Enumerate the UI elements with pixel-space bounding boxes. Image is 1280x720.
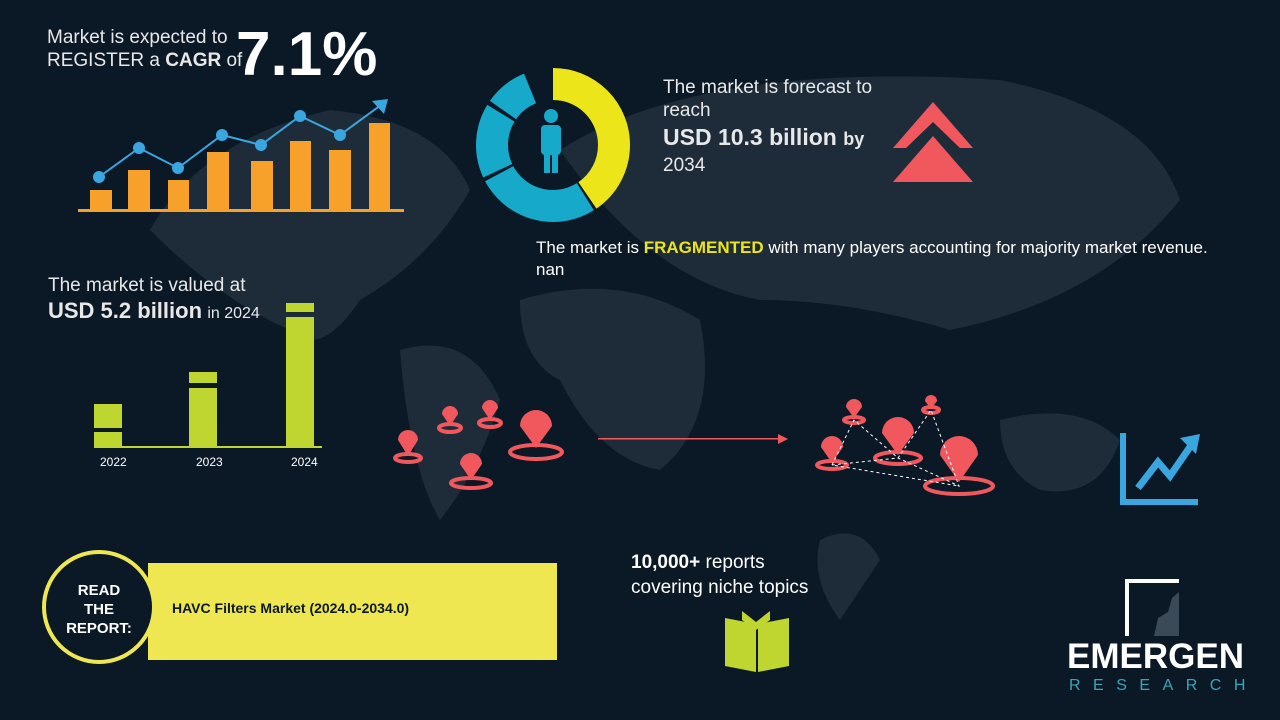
bar xyxy=(207,152,229,210)
read-report-button[interactable]: READ THE REPORT: xyxy=(42,550,156,664)
bar xyxy=(369,123,390,210)
report-banner[interactable] xyxy=(148,563,557,660)
cagr-value: 7.1% xyxy=(236,20,378,89)
bar xyxy=(290,141,311,210)
forecast-by: by xyxy=(843,129,865,149)
read-l3: REPORT: xyxy=(66,620,132,637)
reports-text: 10,000+ reports covering niche topics xyxy=(631,550,808,600)
valued-post: in 2024 xyxy=(207,305,260,322)
reports-line2: covering niche topics xyxy=(631,577,809,598)
forecast-amount: USD 10.3 billion xyxy=(663,124,837,150)
logo-sub: RESEARCH xyxy=(1069,677,1258,694)
bar-2024 xyxy=(286,303,314,312)
fragmented-pre: The market is xyxy=(536,238,644,257)
logo-name: EMERGEN xyxy=(1067,637,1244,676)
cagr-bold: CAGR xyxy=(165,50,222,71)
bar-2023 xyxy=(189,372,217,383)
cagr-text: Market is expected to REGISTER a CAGR of xyxy=(47,26,242,72)
bar xyxy=(329,150,351,210)
cagr-pre: REGISTER a xyxy=(47,50,166,71)
chevron-up-icon xyxy=(893,102,973,182)
reports-line1: reports xyxy=(700,552,765,573)
donut-person-icon xyxy=(476,68,630,222)
bar xyxy=(168,180,189,210)
bar-2022 xyxy=(94,404,122,428)
valued-line1: The market is valued at xyxy=(48,275,246,296)
read-l1: READ xyxy=(77,582,121,599)
growth-chart-icon xyxy=(78,99,404,212)
fragmented-text: The market is FRAGMENTED with many playe… xyxy=(536,237,1216,281)
reports-count: 10,000+ xyxy=(631,552,701,573)
bar xyxy=(128,170,150,210)
valued-text: The market is valued at USD 5.2 billion … xyxy=(48,274,260,325)
cagr-post: of xyxy=(221,50,243,71)
read-l2: THE xyxy=(84,601,114,618)
year-label: 2022 xyxy=(100,455,127,469)
forecast-line1: The market is forecast to xyxy=(663,77,873,98)
report-title[interactable]: HAVC Filters Market (2024.0-2034.0) xyxy=(172,600,410,616)
bar xyxy=(90,190,112,210)
market-bars-icon xyxy=(94,303,322,448)
forecast-year: 2034 xyxy=(663,155,706,176)
year-label: 2023 xyxy=(196,455,223,469)
book-icon xyxy=(725,611,789,672)
valued-amount: USD 5.2 billion xyxy=(48,298,203,323)
location-network-icon xyxy=(393,395,995,496)
forecast-line2: reach xyxy=(663,100,711,121)
logo-mark-icon xyxy=(1125,579,1179,636)
year-label: 2024 xyxy=(291,455,318,469)
cagr-line1: Market is expected to xyxy=(47,27,228,48)
baseline xyxy=(78,209,404,212)
fragmented-post: with many players accounting for majorit… xyxy=(536,238,1208,279)
trend-up-icon xyxy=(1120,433,1200,505)
forecast-text: The market is forecast to reach USD 10.3… xyxy=(663,76,872,177)
fragmented-highlight: FRAGMENTED xyxy=(643,238,764,257)
cagr-line2: REGISTER a CAGR of xyxy=(47,49,242,72)
bar xyxy=(251,161,273,210)
